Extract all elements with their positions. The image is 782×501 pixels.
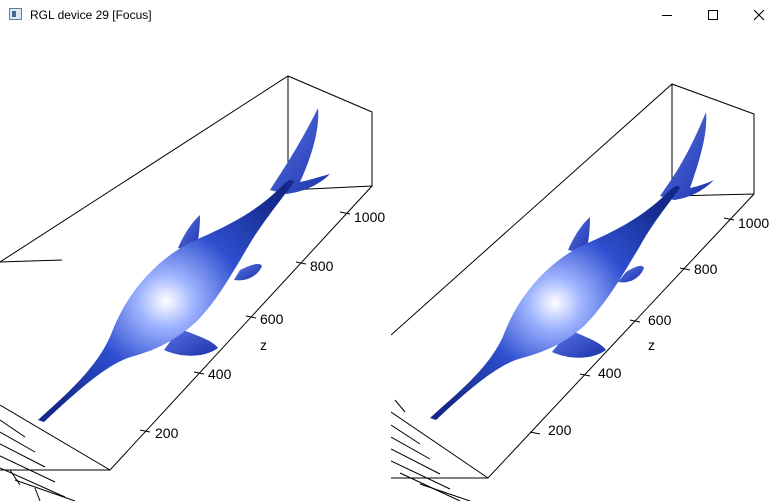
title-bar[interactable]: RGL device 29 [Focus] [0, 0, 782, 30]
z-tick-label: 400 [598, 365, 622, 381]
z-axis-label: z [648, 337, 655, 353]
z-tick-label: 800 [694, 261, 718, 277]
grid-lines [391, 399, 471, 501]
z-axis [529, 217, 735, 435]
maximize-button[interactable] [690, 0, 736, 30]
z-axis-label: z [260, 337, 267, 353]
rgl-app-icon [9, 8, 22, 20]
close-button[interactable] [736, 0, 782, 30]
z-tick-label: 600 [260, 311, 284, 327]
z-tick-label: 600 [648, 312, 672, 328]
scene-panel-left[interactable]: 1000 800 600 400 200 z [0, 75, 385, 501]
ichthyosaur-model [430, 112, 714, 420]
ichthyosaur-model [38, 108, 330, 422]
scene-panel-right[interactable]: 1000 800 600 400 200 z [391, 83, 769, 501]
window-title: RGL device 29 [Focus] [30, 8, 152, 22]
close-icon [753, 9, 765, 21]
minimize-icon [662, 15, 672, 16]
maximize-icon [708, 10, 718, 20]
z-axis [139, 211, 351, 433]
z-tick-label: 200 [548, 422, 572, 438]
z-tick-label: 800 [310, 258, 334, 274]
grid-lines [0, 419, 76, 501]
z-tick-label: 200 [155, 425, 179, 441]
z-tick-label: 1000 [354, 209, 385, 225]
z-tick-label: 400 [208, 366, 232, 382]
rgl-canvas[interactable]: 1000 800 600 400 200 z [0, 30, 782, 501]
minimize-button[interactable] [644, 0, 690, 30]
z-tick-label: 1000 [738, 215, 769, 231]
